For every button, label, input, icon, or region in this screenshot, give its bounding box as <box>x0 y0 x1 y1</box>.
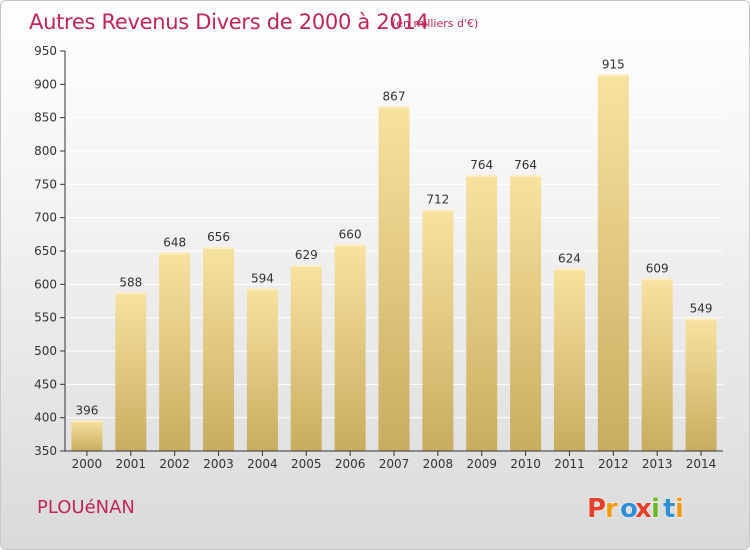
bar-2009 <box>466 175 498 451</box>
bar-2006 <box>334 244 366 451</box>
x-tick-label: 2001 <box>116 457 147 471</box>
y-tick-label: 650 <box>34 244 57 258</box>
data-label: 396 <box>75 403 98 417</box>
y-tick-label: 400 <box>34 411 57 425</box>
data-label: 549 <box>690 301 713 315</box>
x-tick-label: 2007 <box>379 457 410 471</box>
logo-letter: i <box>675 494 684 524</box>
y-tick-label: 450 <box>34 377 57 391</box>
x-tick-label: 2013 <box>642 457 673 471</box>
data-label: 629 <box>295 248 318 262</box>
x-tick-label: 2010 <box>510 457 541 471</box>
bar-2013 <box>641 278 673 451</box>
logo-letter: t <box>663 494 675 524</box>
bars <box>71 74 717 451</box>
chart-subtitle: (en milliers d'€) <box>392 17 479 30</box>
x-tick-label: 2011 <box>554 457 585 471</box>
logo-letter: x <box>635 494 652 524</box>
bar-2002 <box>159 252 191 451</box>
data-labels: 396 588 648 656 594 629 660 867 712 764 764 624 915 6… <box>75 57 712 417</box>
data-label: 712 <box>426 193 449 207</box>
data-label: 764 <box>470 158 493 172</box>
bar-2014 <box>685 318 717 451</box>
bar-2003 <box>203 247 235 451</box>
bar-2008 <box>422 209 454 451</box>
x-tick-label: 2003 <box>203 457 234 471</box>
data-label: 660 <box>339 227 362 241</box>
y-tick-label: 500 <box>34 344 57 358</box>
x-tick-label: 2006 <box>335 457 366 471</box>
bar-2000 <box>71 420 103 451</box>
data-label: 867 <box>383 89 406 103</box>
logo-letter: r <box>605 494 618 524</box>
bar-2011 <box>553 268 585 451</box>
proxiti-logo: Pr ox i t i <box>587 494 685 525</box>
y-tick-label: 750 <box>34 177 57 191</box>
x-tick-label: 2012 <box>598 457 629 471</box>
x-tick-label: 2008 <box>423 457 454 471</box>
logo-letter: i <box>651 494 660 524</box>
logo-letter: o <box>620 494 638 524</box>
data-label: 624 <box>558 251 581 265</box>
y-tick-label: 550 <box>34 311 57 325</box>
y-tick-label: 700 <box>34 211 57 225</box>
data-label: 648 <box>163 235 186 249</box>
logo-letter: P <box>587 494 606 524</box>
bar-2010 <box>510 175 542 451</box>
y-tick-label: 600 <box>34 277 57 291</box>
chart-title: Autres Revenus Divers de 2000 à 2014 <box>29 10 429 34</box>
x-tick-label: 2005 <box>291 457 322 471</box>
y-tick-label: 850 <box>34 111 57 125</box>
axes: 350 400 450 500 550 600 650 700 750 800 850 900 950 2… <box>34 44 723 471</box>
x-tick-label: 2002 <box>159 457 190 471</box>
y-tick-label: 900 <box>34 77 57 91</box>
bar-2012 <box>597 74 629 451</box>
data-label: 656 <box>207 230 230 244</box>
y-tick-label: 950 <box>34 44 57 58</box>
x-tick-label: 2009 <box>466 457 497 471</box>
bar-2001 <box>115 292 147 451</box>
bar-2007 <box>378 106 410 451</box>
data-label: 594 <box>251 271 274 285</box>
data-label: 588 <box>119 275 142 289</box>
data-label: 764 <box>514 158 537 172</box>
y-tick-label: 350 <box>34 444 57 458</box>
data-label: 609 <box>646 261 669 275</box>
bar-2005 <box>290 265 322 451</box>
data-label: 915 <box>602 57 625 71</box>
x-tick-label: 2004 <box>247 457 278 471</box>
x-tick-label: 2000 <box>72 457 103 471</box>
commune-name: PLOUéNAN <box>37 497 135 518</box>
bar-2004 <box>246 288 278 451</box>
y-tick-label: 800 <box>34 144 57 158</box>
x-tick-label: 2014 <box>686 457 717 471</box>
